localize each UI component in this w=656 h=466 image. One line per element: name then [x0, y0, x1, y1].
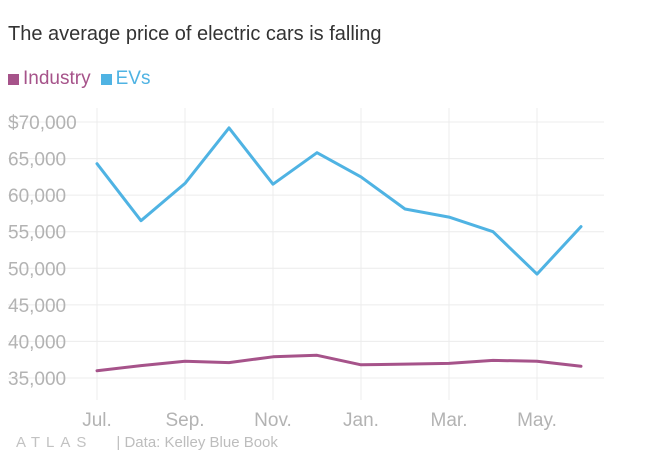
atlas-logo: ATLAS: [16, 433, 93, 451]
legend-swatch-evs: [100, 73, 112, 85]
y-tick-label: 40,000: [8, 332, 66, 353]
x-tick-label: Nov.: [254, 410, 292, 431]
legend-label-industry: Industry: [23, 68, 91, 89]
legend: Industry EVs: [8, 67, 160, 91]
y-tick-label: 45,000: [8, 296, 66, 317]
footer: ATLAS | Data: Kelley Blue Book: [16, 432, 278, 452]
y-tick-label: 50,000: [8, 259, 66, 280]
chart-title: The average price of electric cars is fa…: [8, 23, 382, 45]
y-tick-label: 60,000: [8, 186, 66, 207]
y-tick-label: 65,000: [8, 150, 66, 171]
legend-swatch-industry: [8, 73, 19, 85]
y-tick-label: 55,000: [8, 223, 66, 244]
legend-item-evs: EVs: [100, 68, 151, 90]
series-line-evs: [95, 126, 583, 276]
x-tick-label: Mar.: [431, 410, 468, 431]
y-tick-label: $70,000: [8, 113, 77, 134]
legend-item-industry: Industry: [8, 68, 91, 90]
x-tick-label: Sep.: [165, 410, 204, 431]
series-line-industry: [95, 353, 583, 373]
y-tick-label: 35,000: [8, 369, 66, 390]
source-note: | Data: Kelley Blue Book: [116, 433, 278, 451]
x-tick-label: Jan.: [343, 410, 379, 431]
legend-label-evs: EVs: [115, 68, 151, 89]
x-tick-label: May.: [517, 410, 557, 431]
x-tick-label: Jul.: [82, 410, 112, 431]
